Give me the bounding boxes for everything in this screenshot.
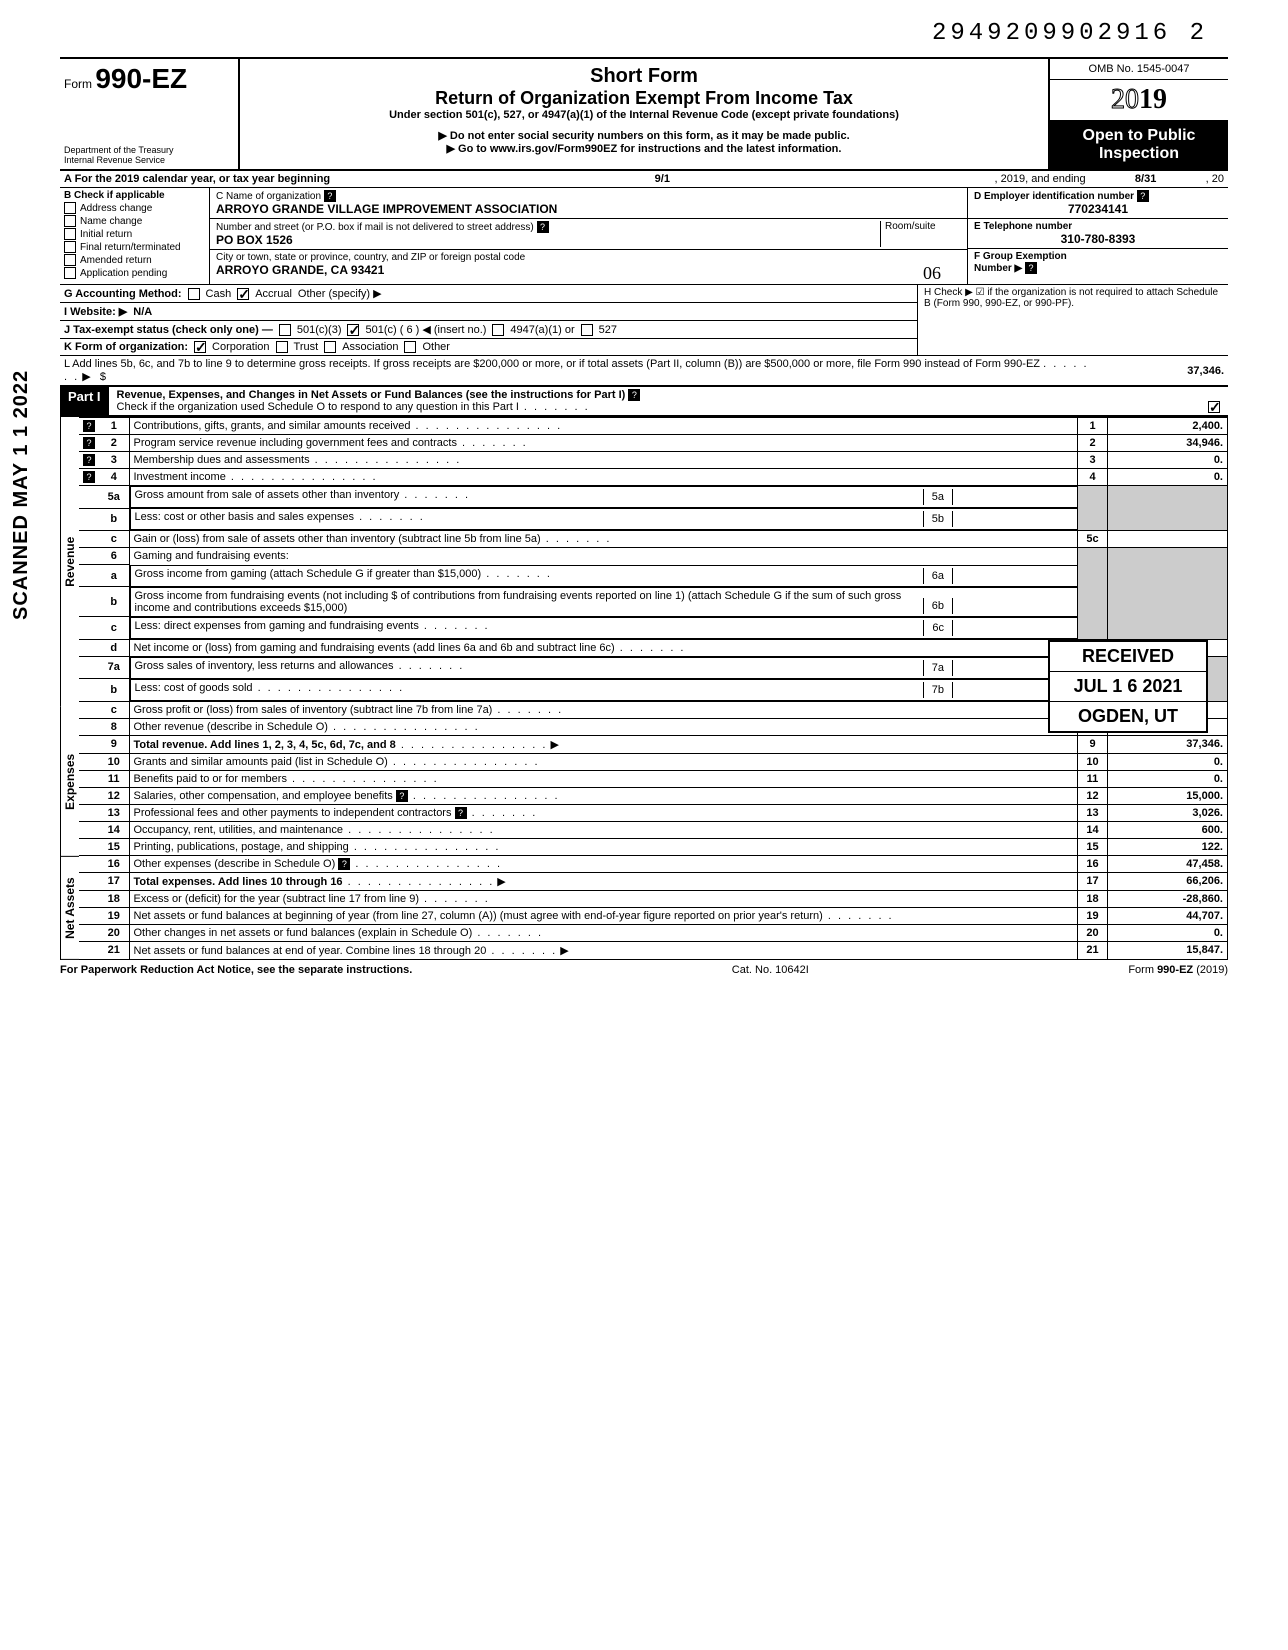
form-org-label: K Form of organization: (64, 341, 188, 353)
checkbox-corp[interactable] (194, 341, 206, 353)
accounting-label: G Accounting Method: (64, 288, 182, 300)
checkbox-initial-return[interactable] (64, 228, 76, 240)
ein-label: D Employer identification number (974, 191, 1134, 202)
city: ARROYO GRANDE, CA 93421 (216, 263, 384, 277)
scanned-stamp: SCANNED MAY 1 1 2022 (10, 370, 33, 620)
dept-label: Department of the Treasury Internal Reve… (64, 145, 234, 165)
checkbox-assoc[interactable] (324, 341, 336, 353)
website-label: I Website: ▶ (64, 305, 127, 318)
form-title-4: ▶ Do not enter social security numbers o… (250, 129, 1038, 142)
checkbox-trust[interactable] (276, 341, 288, 353)
checkbox-501c[interactable] (347, 324, 359, 336)
phone: 310-780-8393 (974, 232, 1222, 246)
checkbox-final-return[interactable] (64, 241, 76, 253)
group-exempt-label: F Group Exemption Number ▶ (974, 251, 1067, 274)
section-bcdef: B Check if applicable Address change Nam… (60, 188, 1228, 285)
phone-label: E Telephone number (974, 221, 1072, 232)
netassets-label: Net Assets (60, 857, 79, 960)
website: N/A (133, 306, 152, 318)
document-id: 2949209902916 2 (60, 20, 1228, 47)
form-number: Form 990-EZ (64, 63, 234, 95)
tax-year: 2019 (1050, 80, 1228, 121)
page-footer: For Paperwork Reduction Act Notice, see … (60, 960, 1228, 976)
row-l-amount: 37,346. (1104, 365, 1224, 377)
section-h: H Check ▶ ☑ if the organization is not r… (918, 285, 1228, 355)
name-label: C Name of organization (216, 191, 321, 202)
checkbox-name-change[interactable] (64, 215, 76, 227)
org-name: ARROYO GRANDE VILLAGE IMPROVEMENT ASSOCI… (216, 202, 557, 216)
checkbox-other-org[interactable] (404, 341, 416, 353)
form-title-2: Return of Organization Exempt From Incom… (250, 88, 1038, 109)
part1-title: Revenue, Expenses, and Changes in Net As… (117, 389, 626, 401)
omb-number: OMB No. 1545-0047 (1050, 59, 1228, 80)
row-l-text: L Add lines 5b, 6c, and 7b to line 9 to … (64, 358, 1098, 383)
checkbox-501c3[interactable] (279, 324, 291, 336)
checkbox-pending[interactable] (64, 267, 76, 279)
expenses-label: Expenses (60, 707, 79, 857)
revenue-label: Revenue (60, 417, 79, 707)
help-icon[interactable]: ? (537, 221, 549, 233)
row-a-tax-year: A For the 2019 calendar year, or tax yea… (60, 171, 1228, 188)
checkbox-accrual[interactable] (237, 288, 249, 300)
checkbox-address-change[interactable] (64, 202, 76, 214)
handwritten-mark: 06 (923, 263, 941, 284)
section-b-label: B Check if applicable (64, 190, 165, 201)
city-label: City or town, state or province, country… (216, 252, 525, 263)
part1-header: Part I (60, 387, 109, 415)
checkbox-cash[interactable] (188, 288, 200, 300)
ein: 770234141 (974, 202, 1222, 216)
form-title-3: Under section 501(c), 527, or 4947(a)(1)… (250, 109, 1038, 121)
help-icon[interactable]: ? (1137, 190, 1149, 202)
checkbox-527[interactable] (581, 324, 593, 336)
part1-check-text: Check if the organization used Schedule … (117, 401, 519, 413)
form-title-5: ▶ Go to www.irs.gov/Form990EZ for instru… (250, 142, 1038, 155)
room-suite: Room/suite (881, 221, 961, 247)
checkbox-4947[interactable] (492, 324, 504, 336)
open-public: Open to Public Inspection (1050, 121, 1228, 169)
form-title-1: Short Form (250, 65, 1038, 88)
street: PO BOX 1526 (216, 233, 293, 247)
tax-status-label: J Tax-exempt status (check only one) — (64, 324, 273, 336)
checkbox-schedule-o[interactable] (1208, 401, 1220, 413)
help-icon[interactable]: ? (628, 389, 640, 401)
received-stamp: RECEIVED JUL 1 6 2021 OGDEN, UT (1048, 640, 1208, 733)
street-label: Number and street (or P.O. box if mail i… (216, 222, 534, 233)
help-icon[interactable]: ? (324, 190, 336, 202)
form-header: Form 990-EZ Department of the Treasury I… (60, 57, 1228, 171)
checkbox-amended[interactable] (64, 254, 76, 266)
help-icon[interactable]: ? (1025, 262, 1037, 274)
